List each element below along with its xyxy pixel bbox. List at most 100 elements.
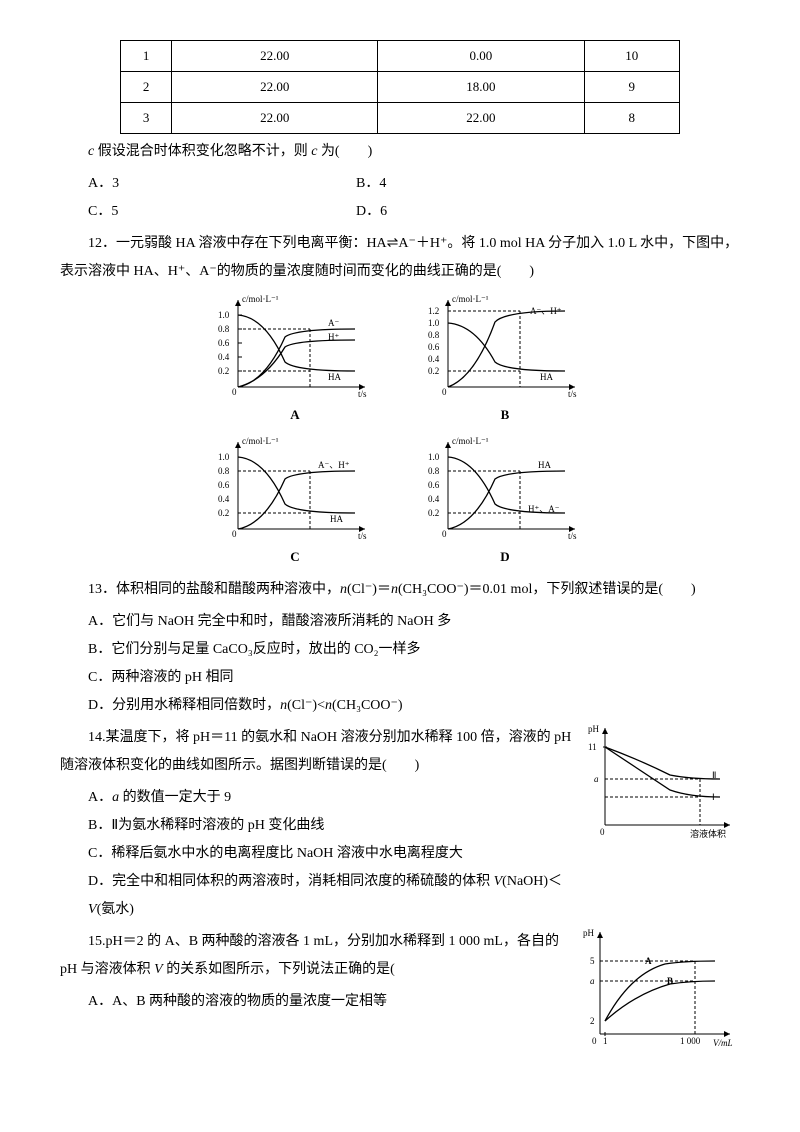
svg-text:t/s: t/s [568, 389, 577, 399]
svg-text:t/s: t/s [568, 531, 577, 541]
data-table: 122.000.0010 222.0018.009 322.0022.008 [120, 40, 680, 134]
svg-text:c/mol·L⁻¹: c/mol·L⁻¹ [242, 436, 279, 446]
svg-text:0.4: 0.4 [428, 354, 440, 364]
q13-prompt: 13．体积相同的盐酸和醋酸两种溶液中，n(Cl⁻)＝n(CH₃COO⁻)＝0.0… [60, 576, 740, 604]
opt-a: A．它们与 NaOH 完全中和时，醋酸溶液所消耗的 NaOH 多 [60, 608, 740, 636]
opt-a: A．a 的数值一定大于 9 [60, 784, 572, 812]
svg-text:a: a [594, 774, 599, 784]
cell: 3 [121, 103, 172, 134]
svg-text:1.0: 1.0 [218, 452, 230, 462]
svg-text:0: 0 [442, 529, 447, 539]
svg-text:0.2: 0.2 [428, 366, 439, 376]
svg-text:A⁻、H⁺: A⁻、H⁺ [318, 460, 350, 470]
chart-d: c/mol·L⁻¹ t/s 1.0 0.8 0.6 0.4 0.2 0 HA H⁺、A⁻ D [420, 434, 590, 570]
svg-text:0.6: 0.6 [428, 480, 440, 490]
svg-text:0.8: 0.8 [218, 466, 230, 476]
svg-text:HA: HA [328, 372, 341, 382]
chart-15: pH V/mL 2 5 a A B 01 1 000 [575, 924, 740, 1065]
svg-text:0.6: 0.6 [218, 480, 230, 490]
q11-options: A．3 B．4 C．5 D．6 [60, 170, 740, 226]
cell: 22.00 [378, 103, 584, 134]
q15-options: A．A、B 两种酸的溶液的物质的量浓度一定相等 [60, 988, 567, 1016]
svg-text:0.8: 0.8 [428, 466, 440, 476]
chart-a: c/mol·L⁻¹t/s 1.00.80.60.40.20 A⁻H⁺HA A [210, 292, 380, 428]
svg-text:pH: pH [583, 928, 595, 938]
svg-text:2: 2 [590, 1016, 595, 1026]
svg-text:Ⅰ: Ⅰ [712, 792, 715, 802]
svg-text:0.2: 0.2 [218, 366, 229, 376]
svg-text:1.2: 1.2 [428, 306, 439, 316]
svg-text:B: B [667, 976, 673, 986]
opt-d: D．分别用水稀释相同倍数时，n(Cl⁻)<n(CH₃COO⁻) [60, 692, 740, 720]
svg-text:pH: pH [588, 724, 600, 734]
opt-d: D．完全中和相同体积的两溶液时，消耗相同浓度的稀硫酸的体积 V(NaOH)＜V(… [60, 868, 572, 924]
q14-options: A．a 的数值一定大于 9 B．Ⅱ为氨水稀释时溶液的 pH 变化曲线 C．稀释后… [60, 784, 572, 924]
opt-b: B．4 [328, 170, 596, 198]
svg-text:0: 0 [600, 827, 605, 837]
svg-text:0.6: 0.6 [218, 338, 230, 348]
svg-text:5: 5 [590, 956, 595, 966]
svg-text:t/s: t/s [358, 531, 367, 541]
svg-text:HA: HA [330, 514, 343, 524]
svg-text:a: a [590, 976, 595, 986]
svg-text:0.4: 0.4 [428, 494, 440, 504]
cell: 22.00 [172, 72, 378, 103]
q11-prompt: c 假设混合时体积变化忽略不计，则 c 为( )假设混合时体积变化忽略不计，则 … [60, 138, 740, 166]
svg-text:HA: HA [538, 460, 551, 470]
svg-text:0: 0 [232, 529, 237, 539]
opt-c: C．稀释后氨水中水的电离程度比 NaOH 溶液中水电离程度大 [60, 840, 572, 868]
svg-text:A: A [645, 956, 652, 966]
svg-text:1.0: 1.0 [428, 452, 440, 462]
q12-prompt: 12．一元弱酸 HA 溶液中存在下列电离平衡：HA⇌A⁻＋H⁺。将 1.0 mo… [60, 230, 740, 286]
opt-a: A．A、B 两种酸的溶液的物质的量浓度一定相等 [60, 988, 567, 1016]
opt-b: B．它们分别与足量 CaCO₃反应时，放出的 CO₂一样多 [60, 636, 740, 664]
cell: 1 [121, 41, 172, 72]
svg-text:1: 1 [603, 1036, 608, 1046]
svg-text:c/mol·L⁻¹: c/mol·L⁻¹ [452, 294, 489, 304]
caption-d: D [420, 544, 590, 570]
q12-charts-row2: c/mol·L⁻¹t/s 1.00.80.60.40.20 A⁻、H⁺HA C … [60, 434, 740, 570]
svg-text:V/mL: V/mL [713, 1038, 733, 1048]
cell: 0.00 [378, 41, 584, 72]
svg-text:0.4: 0.4 [218, 352, 230, 362]
chart-b: c/mol·L⁻¹t/s 1.21.00.80.60.40.20 A⁻、H⁺HA… [420, 292, 590, 428]
svg-text:Ⅱ: Ⅱ [712, 770, 716, 780]
opt-c: C．两种溶液的 pH 相同 [60, 664, 740, 692]
cell: 22.00 [172, 41, 378, 72]
svg-text:c/mol·L⁻¹: c/mol·L⁻¹ [452, 436, 489, 446]
opt-d: D．6 [328, 198, 596, 226]
svg-text:0.8: 0.8 [218, 324, 230, 334]
svg-text:0: 0 [442, 387, 447, 397]
svg-text:0: 0 [592, 1036, 597, 1046]
cell: 18.00 [378, 72, 584, 103]
svg-text:0.2: 0.2 [428, 508, 439, 518]
svg-text:t/s: t/s [358, 389, 367, 399]
caption-a: A [210, 402, 380, 428]
cell: 10 [584, 41, 679, 72]
svg-text:0.8: 0.8 [428, 330, 440, 340]
q12-charts-row1: c/mol·L⁻¹t/s 1.00.80.60.40.20 A⁻H⁺HA A c… [60, 292, 740, 428]
svg-text:c/mol·L⁻¹: c/mol·L⁻¹ [242, 294, 279, 304]
cell: 22.00 [172, 103, 378, 134]
cell: 2 [121, 72, 172, 103]
svg-text:1 000: 1 000 [680, 1036, 701, 1046]
svg-text:溶液体积: 溶液体积 [690, 828, 726, 839]
opt-a: A．3 [60, 170, 328, 198]
opt-b: B．Ⅱ为氨水稀释时溶液的 pH 变化曲线 [60, 812, 572, 840]
chart-14: pH 溶液体积 11 a Ⅱ Ⅰ 0 [580, 720, 740, 851]
svg-text:0.6: 0.6 [428, 342, 440, 352]
svg-text:0: 0 [232, 387, 237, 397]
svg-text:1.0: 1.0 [218, 310, 230, 320]
cell: 9 [584, 72, 679, 103]
svg-text:11: 11 [588, 742, 597, 752]
q13-options: A．它们与 NaOH 完全中和时，醋酸溶液所消耗的 NaOH 多 B．它们分别与… [60, 608, 740, 720]
svg-text:H⁺、A⁻: H⁺、A⁻ [528, 504, 560, 514]
caption-b: B [420, 402, 590, 428]
svg-text:0.2: 0.2 [218, 508, 229, 518]
opt-c: C．5 [60, 198, 328, 226]
svg-text:A⁻: A⁻ [328, 318, 339, 328]
caption-c: C [210, 544, 380, 570]
svg-text:1.0: 1.0 [428, 318, 440, 328]
cell: 8 [584, 103, 679, 134]
svg-text:0.4: 0.4 [218, 494, 230, 504]
